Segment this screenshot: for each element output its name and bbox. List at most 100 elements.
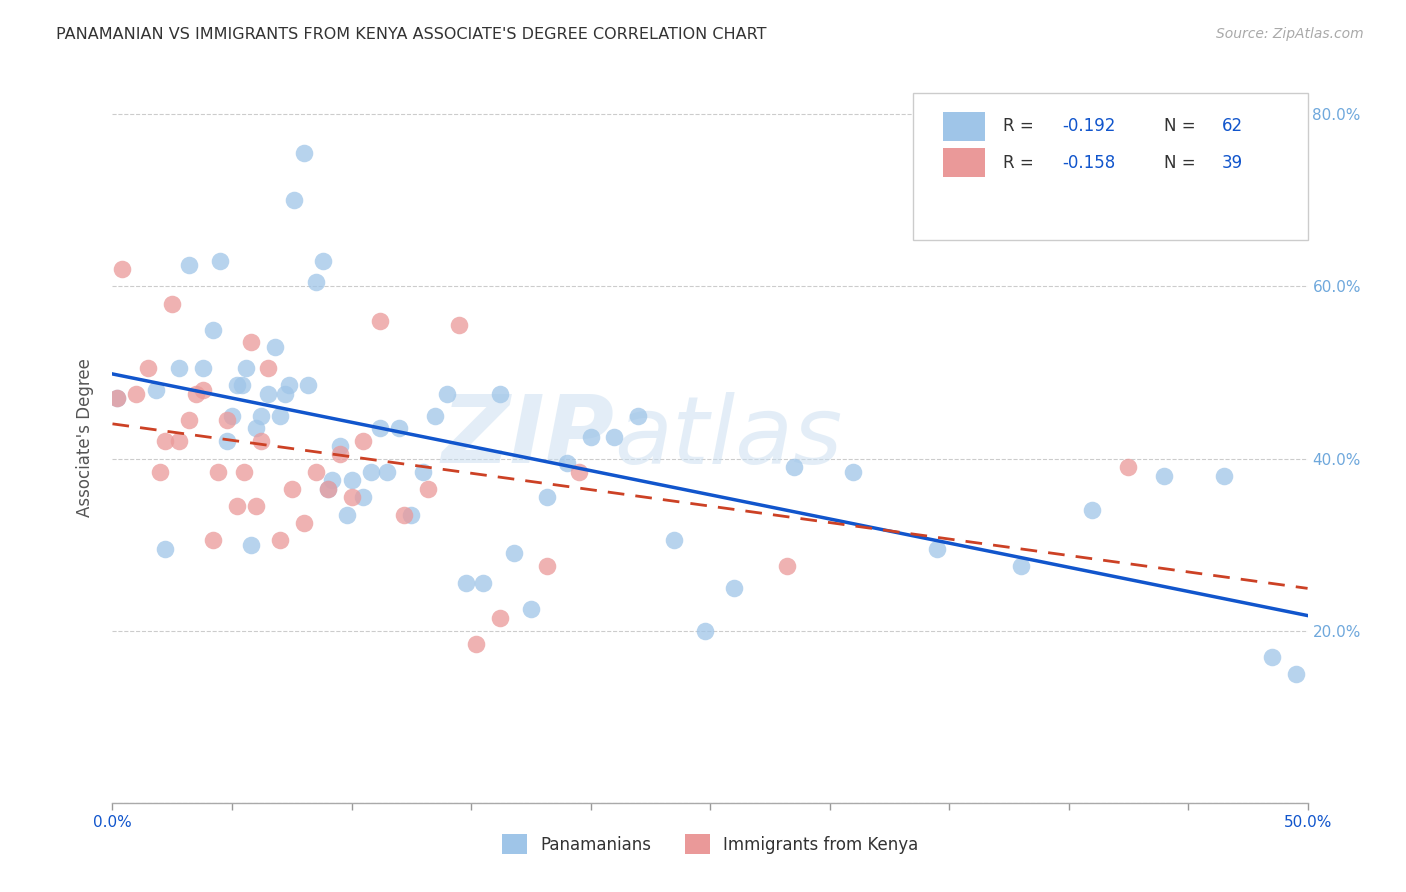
- Point: [775, 559, 797, 574]
- Point: [488, 611, 510, 625]
- Text: Source: ZipAtlas.com: Source: ZipAtlas.com: [1216, 27, 1364, 41]
- Text: N =: N =: [1164, 117, 1201, 136]
- Point: [472, 576, 495, 591]
- Point: [388, 421, 411, 435]
- Point: [579, 430, 602, 444]
- Point: [149, 465, 172, 479]
- Point: [225, 378, 247, 392]
- Point: [193, 361, 215, 376]
- Point: [568, 465, 591, 479]
- Point: [412, 465, 434, 479]
- Point: [340, 473, 363, 487]
- Point: [782, 460, 804, 475]
- Point: [401, 508, 423, 522]
- Point: [153, 541, 176, 556]
- Point: [360, 465, 382, 479]
- Point: [927, 541, 949, 556]
- Point: [249, 409, 271, 423]
- Point: [292, 146, 315, 161]
- Point: [257, 387, 280, 401]
- Text: R =: R =: [1002, 117, 1039, 136]
- Text: R =: R =: [1002, 153, 1039, 172]
- Point: [368, 421, 391, 435]
- Point: [240, 538, 263, 552]
- Bar: [943, 112, 986, 141]
- Point: [225, 499, 247, 513]
- Point: [488, 387, 510, 401]
- Point: [217, 413, 239, 427]
- Point: [233, 465, 256, 479]
- Point: [235, 361, 257, 376]
- Point: [503, 546, 526, 560]
- Point: [111, 262, 134, 277]
- Point: [283, 194, 305, 208]
- Point: [207, 465, 229, 479]
- Text: N =: N =: [1164, 153, 1201, 172]
- Point: [125, 387, 148, 401]
- Point: [162, 296, 183, 310]
- Point: [273, 387, 295, 401]
- Point: [305, 465, 328, 479]
- Point: [257, 361, 280, 376]
- Text: 39: 39: [1222, 153, 1243, 172]
- Point: [436, 387, 458, 401]
- Point: [201, 533, 224, 548]
- Point: [447, 318, 470, 333]
- Point: [392, 508, 415, 522]
- Point: [1285, 666, 1308, 681]
- Point: [316, 482, 339, 496]
- Point: [329, 439, 352, 453]
- Text: -0.192: -0.192: [1063, 117, 1116, 136]
- Text: 62: 62: [1222, 117, 1243, 136]
- Point: [138, 361, 160, 376]
- Point: [520, 602, 543, 616]
- Point: [316, 482, 339, 496]
- Point: [153, 434, 176, 449]
- Point: [278, 378, 301, 392]
- Point: [352, 491, 374, 505]
- Point: [221, 409, 243, 423]
- Point: [1261, 649, 1284, 664]
- Point: [321, 473, 343, 487]
- Point: [105, 392, 128, 406]
- Point: [1010, 559, 1032, 574]
- Text: PANAMANIAN VS IMMIGRANTS FROM KENYA ASSOCIATE'S DEGREE CORRELATION CHART: PANAMANIAN VS IMMIGRANTS FROM KENYA ASSO…: [56, 27, 766, 42]
- Point: [201, 322, 224, 336]
- Point: [177, 413, 200, 427]
- Point: [416, 482, 439, 496]
- Point: [1153, 468, 1175, 483]
- Point: [842, 465, 865, 479]
- Bar: [943, 148, 986, 178]
- Point: [193, 383, 215, 397]
- Point: [352, 434, 374, 449]
- Point: [269, 409, 291, 423]
- Point: [536, 559, 558, 574]
- Point: [169, 361, 191, 376]
- Point: [340, 491, 363, 505]
- Point: [264, 340, 287, 354]
- Point: [249, 434, 271, 449]
- Point: [186, 387, 208, 401]
- Point: [695, 624, 717, 638]
- Point: [105, 392, 128, 406]
- Point: [1081, 503, 1104, 517]
- Point: [269, 533, 291, 548]
- Text: -0.158: -0.158: [1063, 153, 1116, 172]
- Point: [1118, 460, 1140, 475]
- Point: [297, 378, 319, 392]
- Y-axis label: Associate's Degree: Associate's Degree: [76, 358, 94, 516]
- Point: [627, 409, 650, 423]
- Point: [217, 434, 239, 449]
- Point: [312, 253, 335, 268]
- Point: [456, 576, 478, 591]
- Point: [292, 516, 315, 530]
- Text: ZIP: ZIP: [441, 391, 614, 483]
- Point: [177, 258, 200, 272]
- Point: [329, 447, 352, 461]
- Point: [245, 421, 267, 435]
- Point: [464, 637, 486, 651]
- Point: [245, 499, 267, 513]
- Point: [1309, 538, 1331, 552]
- Point: [664, 533, 686, 548]
- Point: [145, 383, 167, 397]
